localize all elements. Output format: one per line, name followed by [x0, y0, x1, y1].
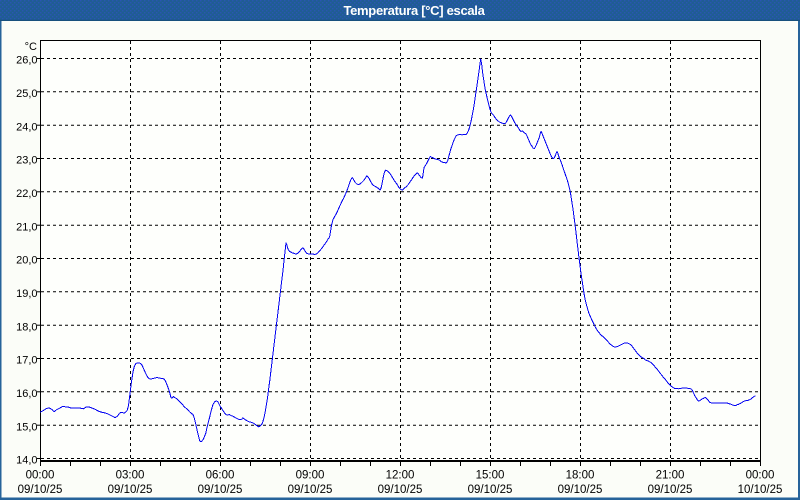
svg-text:09/10/25: 09/10/25: [108, 484, 153, 496]
svg-text:16,0: 16,0: [16, 388, 37, 400]
svg-text:26,0: 26,0: [16, 55, 37, 67]
svg-text:00:00: 00:00: [746, 470, 775, 482]
svg-text:09/10/25: 09/10/25: [468, 484, 513, 496]
svg-text:15:00: 15:00: [476, 470, 505, 482]
svg-text:09/10/25: 09/10/25: [378, 484, 423, 496]
svg-text:06:00: 06:00: [206, 470, 235, 482]
svg-text:19,0: 19,0: [16, 288, 37, 300]
svg-text:15,0: 15,0: [16, 421, 37, 433]
svg-text:22,0: 22,0: [16, 188, 37, 200]
svg-text:23,0: 23,0: [16, 155, 37, 167]
svg-text:25,0: 25,0: [16, 88, 37, 100]
svg-text:20,0: 20,0: [16, 255, 37, 267]
svg-text:10/10/25: 10/10/25: [738, 484, 783, 496]
svg-text:18,0: 18,0: [16, 321, 37, 333]
svg-text:18:00: 18:00: [566, 470, 595, 482]
svg-text:09/10/25: 09/10/25: [18, 484, 63, 496]
svg-text:12:00: 12:00: [386, 470, 415, 482]
svg-text:21,0: 21,0: [16, 221, 37, 233]
svg-text:09/10/25: 09/10/25: [558, 484, 603, 496]
svg-text:°C: °C: [25, 41, 37, 53]
svg-text:03:00: 03:00: [116, 470, 145, 482]
svg-text:17,0: 17,0: [16, 355, 37, 367]
svg-text:09/10/25: 09/10/25: [198, 484, 243, 496]
svg-text:00:00: 00:00: [26, 470, 55, 482]
svg-text:09/10/25: 09/10/25: [288, 484, 333, 496]
svg-text:Temperatura [°C] escala: Temperatura [°C] escala: [343, 3, 485, 18]
svg-text:09:00: 09:00: [296, 470, 325, 482]
svg-text:21:00: 21:00: [656, 470, 685, 482]
svg-text:14,0: 14,0: [16, 455, 37, 467]
svg-text:24,0: 24,0: [16, 121, 37, 133]
svg-text:09/10/25: 09/10/25: [648, 484, 693, 496]
